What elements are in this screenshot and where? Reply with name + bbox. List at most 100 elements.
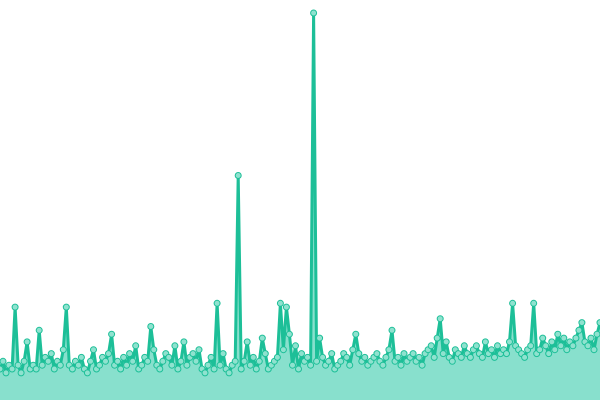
data-point: [433, 334, 441, 342]
data-point: [273, 353, 281, 361]
data-point: [521, 353, 529, 361]
data-point: [295, 365, 302, 373]
data-point: [50, 365, 58, 373]
data-point: [105, 350, 112, 358]
data-point: [436, 315, 444, 323]
data-point: [542, 342, 550, 350]
data-point: [237, 365, 245, 373]
data-point: [587, 334, 595, 342]
data-point: [430, 353, 438, 361]
data-point: [138, 361, 146, 369]
data-point: [352, 330, 360, 338]
data-point: [316, 334, 324, 342]
data-point: [279, 346, 287, 354]
data-point: [337, 357, 345, 365]
data-point: [207, 353, 215, 361]
data-point: [240, 357, 248, 365]
data-point: [530, 299, 538, 307]
data-point: [23, 338, 31, 346]
data-point: [310, 9, 318, 17]
data-point: [117, 365, 125, 373]
data-point: [225, 369, 233, 377]
data-point: [183, 361, 191, 369]
data-point: [180, 338, 188, 346]
data-point: [171, 342, 179, 350]
data-point: [488, 346, 495, 354]
data-point: [177, 357, 185, 365]
data-point: [261, 350, 269, 358]
data-point: [536, 346, 544, 354]
data-point: [96, 361, 103, 369]
data-point: [74, 361, 82, 369]
data-point: [563, 346, 571, 354]
data-point: [255, 357, 263, 365]
data-point: [201, 369, 209, 377]
data-point: [243, 338, 251, 346]
data-point: [216, 361, 224, 369]
data-point: [415, 353, 423, 361]
data-point: [382, 353, 390, 361]
data-point: [379, 361, 387, 369]
data-point: [527, 342, 535, 350]
data-point: [285, 330, 293, 338]
data-point: [397, 361, 405, 369]
data-point: [234, 172, 242, 179]
data-point: [554, 330, 562, 338]
data-point: [192, 357, 200, 365]
data-point: [147, 323, 155, 330]
data-point: [165, 353, 173, 361]
data-point: [439, 350, 447, 358]
data-point: [373, 350, 381, 358]
data-point: [442, 338, 450, 346]
data-point: [472, 342, 480, 350]
data-point: [129, 357, 137, 365]
data-point: [35, 326, 43, 334]
data-point: [503, 350, 510, 358]
data-point: [584, 342, 592, 350]
data-point: [304, 353, 311, 361]
data-point: [11, 303, 19, 311]
data-point: [59, 346, 67, 354]
data-point: [545, 350, 553, 358]
data-point: [90, 346, 97, 354]
data-point: [258, 334, 266, 342]
data-point: [491, 353, 498, 361]
data-point: [349, 346, 357, 354]
data-point: [506, 338, 513, 346]
data-point: [126, 350, 134, 358]
data-point: [307, 361, 315, 369]
data-point: [328, 350, 336, 358]
data-point: [575, 326, 583, 334]
data-point: [548, 338, 556, 346]
data-point: [276, 299, 284, 307]
data-point: [17, 369, 25, 377]
data-point: [400, 350, 408, 358]
data-point: [189, 350, 197, 358]
data-point: [231, 357, 239, 365]
data-point: [457, 353, 465, 361]
data-point: [466, 353, 474, 361]
data-point: [572, 334, 580, 342]
data-point: [32, 365, 40, 373]
data-point: [213, 299, 221, 307]
data-point: [2, 369, 10, 377]
data-point: [150, 346, 158, 354]
data-point: [385, 346, 393, 354]
data-point: [551, 346, 559, 354]
data-point: [159, 357, 167, 365]
data-point: [298, 350, 305, 358]
data-point: [68, 365, 76, 373]
data-point: [319, 353, 327, 361]
data-point: [219, 350, 227, 358]
data-point: [252, 365, 260, 373]
series-line: [0, 11, 600, 375]
series-line-path: [0, 11, 600, 375]
data-point: [557, 342, 565, 350]
data-point: [77, 353, 85, 361]
data-point: [509, 299, 517, 307]
data-point: [20, 357, 28, 365]
data-point: [282, 303, 290, 311]
data-point: [313, 357, 321, 365]
data-point: [289, 361, 296, 369]
data-point: [132, 342, 140, 350]
